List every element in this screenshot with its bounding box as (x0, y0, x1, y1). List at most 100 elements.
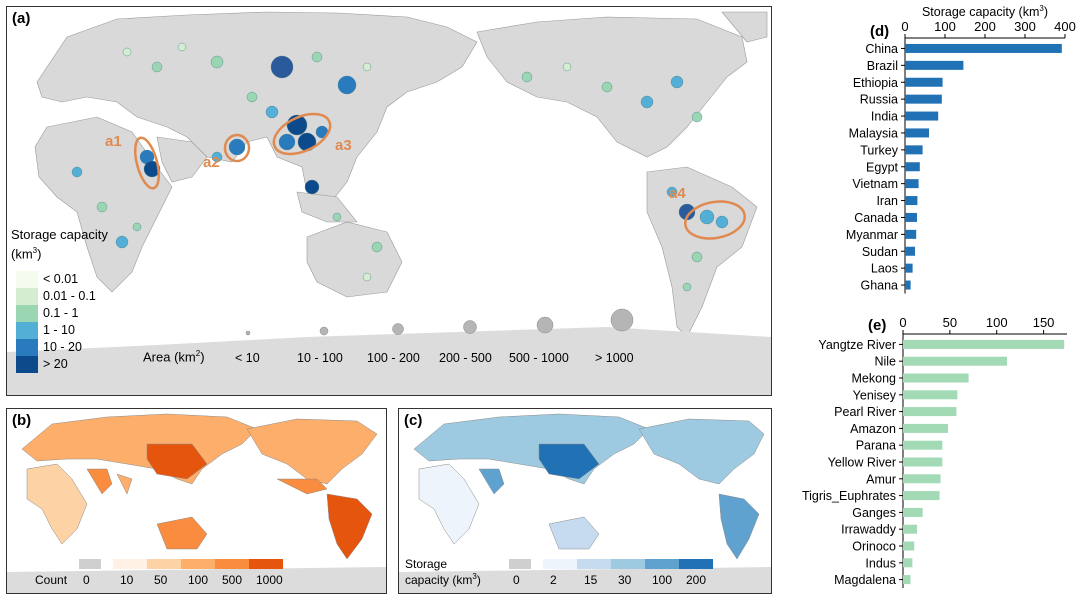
bar-iran (905, 196, 918, 206)
bar-mekong (903, 373, 969, 383)
storage-legend-title: Storage capacity (km3) (11, 227, 108, 262)
chart-d-svg: 0 100 200 300 400 Storage capacity (km3) China… (846, 4, 1076, 294)
category-label: Russia (860, 93, 898, 107)
area-legend-circles (245, 308, 634, 336)
capacity-legend-title-line1: Storage (405, 557, 448, 571)
bar-brazil (905, 60, 964, 70)
category-label: Ghana (860, 279, 898, 293)
colorbar-tick-label: 2 (550, 573, 557, 587)
storage-legend-swatch (16, 322, 38, 339)
bar-sudan (905, 246, 915, 256)
x-tick-label: 400 (1054, 19, 1076, 34)
colorbar-tick-label: 100 (188, 573, 209, 587)
region-a1-label: a1 (105, 133, 122, 150)
category-label: Turkey (860, 143, 898, 157)
category-label: China (865, 42, 898, 56)
world-map-b (7, 413, 386, 593)
category-label: Pearl River (834, 405, 896, 419)
x-tick-label: 0 (899, 315, 906, 330)
category-label: Vietnam (852, 177, 898, 191)
category-label: Brazil (867, 59, 898, 73)
category-label: Laos (871, 262, 898, 276)
bar-magdalena (903, 575, 911, 585)
arabia-shape (156, 136, 208, 183)
x-tick-label: 0 (901, 19, 908, 34)
area-item-1: < 10 (235, 351, 260, 365)
colorbar-tick-label: 500 (222, 573, 243, 587)
panel-a-label: (a) (12, 10, 31, 27)
category-label: Tigris_Euphrates (802, 489, 896, 503)
x-tick-label: 300 (1014, 19, 1036, 34)
category-label: Magdalena (834, 573, 896, 587)
world-map-a (7, 11, 771, 395)
storage-legend-swatch (16, 288, 38, 305)
area-item-4: 200 - 500 (439, 351, 492, 365)
bar-parana (903, 440, 943, 450)
panel-c-map: (c) Storage capacity (km3) 0 2 15 30 100 200 (398, 408, 772, 594)
colorbar-segment (79, 559, 101, 569)
bar-myanmar (905, 229, 917, 239)
bar-yenisey (903, 390, 958, 400)
colorbar-tick-label: 10 (120, 573, 134, 587)
area-legend-title: Area (km2) (143, 349, 205, 365)
panel-b-map: (b) Count 0 10 50 100 500 1000 (6, 408, 387, 594)
colorbar-segment (645, 559, 679, 569)
bar-china (905, 43, 1062, 53)
category-label: Parana (856, 439, 896, 453)
panel-label: (e) (868, 317, 886, 334)
area-item-6: > 1000 (595, 351, 634, 365)
chart-e: 0 50 100 150 Yangtze River Nile Mekong Yenisey P… (782, 308, 1080, 596)
colorbar-segment (249, 559, 283, 569)
bar-turkey (905, 145, 923, 155)
x-tick-label: 200 (974, 19, 996, 34)
storage-legend-label: 10 - 20 (43, 340, 82, 354)
colorbar-tick-label: 50 (154, 573, 168, 587)
count-legend-title: Count (35, 573, 68, 587)
storage-legend-item: > 20 (16, 356, 116, 373)
storage-legend-label: > 20 (43, 357, 68, 371)
category-label: Yenisey (853, 388, 897, 402)
storage-legend-swatch (16, 356, 38, 373)
panel-label: (d) (870, 23, 889, 40)
bar-indus (903, 558, 913, 568)
bar-tigris-euphrates (903, 491, 940, 501)
greenland-shape (721, 11, 768, 43)
storage-legend-item: 0.01 - 0.1 (16, 288, 116, 305)
category-label: Irrawaddy (841, 523, 897, 537)
region-a3-label: a3 (335, 137, 352, 154)
x-tick-label: 150 (1033, 315, 1055, 330)
storage-legend-swatch (16, 305, 38, 322)
colorbar-segment (113, 559, 147, 569)
bar-pearl-river (903, 407, 957, 417)
category-label: Mekong (852, 372, 897, 386)
bar-vietnam (905, 179, 919, 189)
bar-india (905, 111, 939, 121)
bar-egypt (905, 162, 920, 172)
australia-shape (306, 221, 403, 298)
bar-ghana (905, 280, 911, 290)
bar-amazon (903, 423, 948, 433)
storage-legend-item: 0.1 - 1 (16, 305, 116, 322)
storage-legend-label: 0.01 - 0.1 (43, 289, 96, 303)
capacity-legend-title-line2: capacity (km3) (405, 572, 481, 587)
storage-legend-label: 0.1 - 1 (43, 306, 79, 320)
colorbar-segment (577, 559, 611, 569)
bar-ethiopia (905, 77, 943, 87)
bar-canada (905, 212, 917, 222)
category-label: Amur (866, 472, 896, 486)
panel-b-label: (b) (12, 412, 32, 429)
colorbar-segment (215, 559, 249, 569)
colorbar-segment (543, 559, 577, 569)
se-asia-shape (296, 191, 358, 223)
colorbar-tick-label: 200 (686, 573, 707, 587)
storage-legend-item: < 0.01 (16, 271, 116, 288)
category-label: Malaysia (849, 126, 898, 140)
south-america-shape (646, 166, 758, 338)
panel-a-map: (a) a1 a2 a3 a4 Storage capacity (km3) <… (6, 6, 772, 396)
colorbar-segment (181, 559, 215, 569)
category-label: Nile (874, 355, 896, 369)
colorbar-tick-label: 30 (618, 573, 632, 587)
region-ellipses (133, 112, 746, 240)
region-a4-label: a4 (669, 185, 686, 202)
storage-legend-label: < 0.01 (43, 272, 79, 286)
